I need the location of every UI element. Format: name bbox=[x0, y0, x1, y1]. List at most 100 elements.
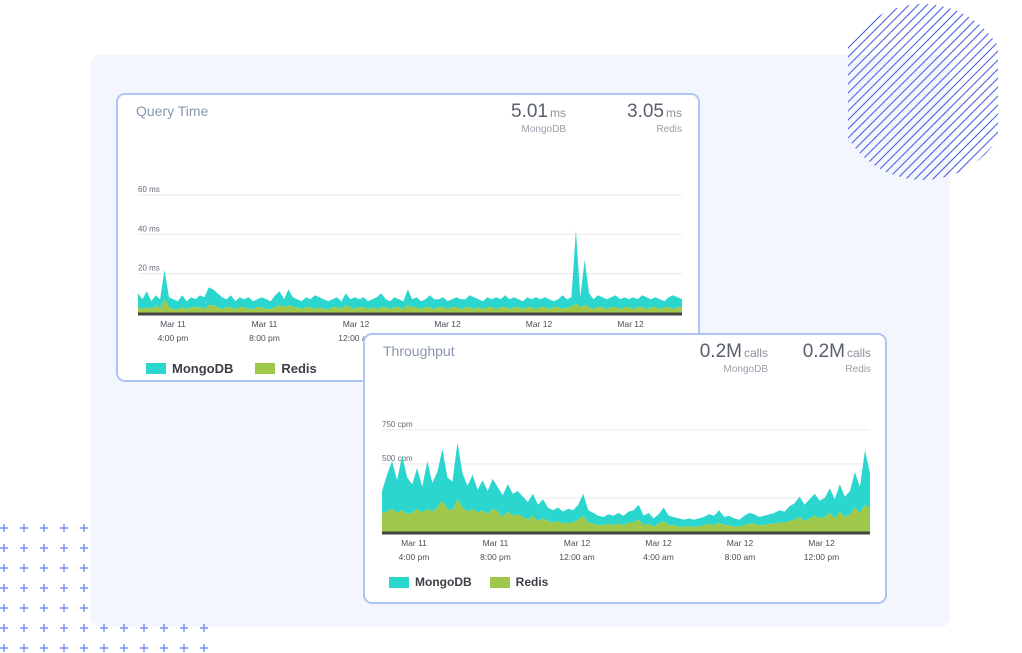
legend-label: MongoDB bbox=[415, 575, 472, 589]
plus-mark bbox=[40, 564, 48, 572]
card-title: Query Time bbox=[136, 103, 209, 119]
hatch-line bbox=[881, 4, 998, 180]
legend-swatch-mongodb bbox=[389, 576, 409, 588]
plus-mark bbox=[40, 624, 48, 632]
plus-mark bbox=[40, 544, 48, 552]
plus-mark bbox=[80, 584, 88, 592]
plus-mark bbox=[20, 564, 28, 572]
metric-unit: ms bbox=[550, 106, 566, 120]
plus-mark bbox=[80, 624, 88, 632]
plus-mark bbox=[80, 644, 88, 652]
plus-mark bbox=[60, 524, 68, 532]
hatch-line bbox=[848, 4, 996, 180]
plus-mark bbox=[0, 604, 8, 612]
plus-mark bbox=[20, 584, 28, 592]
svg-text:8:00 am: 8:00 am bbox=[725, 552, 756, 562]
legend-item-redis[interactable]: Redis bbox=[489, 575, 548, 589]
svg-text:Mar 12: Mar 12 bbox=[526, 319, 553, 329]
hatch-line bbox=[899, 4, 998, 180]
plus-mark bbox=[60, 584, 68, 592]
svg-text:Mar 12: Mar 12 bbox=[564, 538, 591, 548]
metric-unit: ms bbox=[666, 106, 682, 120]
plus-mark bbox=[80, 544, 88, 552]
metric-value: 0.2M bbox=[699, 341, 742, 362]
x-tick-label: Mar 12 8:00 am bbox=[725, 538, 756, 562]
svg-text:Mar 12: Mar 12 bbox=[727, 538, 754, 548]
series-area-mongodb bbox=[382, 442, 870, 527]
svg-text:Mar 12: Mar 12 bbox=[343, 319, 370, 329]
hatch-line bbox=[848, 4, 998, 180]
svg-text:Mar 11: Mar 11 bbox=[252, 319, 278, 329]
plus-mark bbox=[140, 624, 148, 632]
plus-mark bbox=[120, 644, 128, 652]
plus-mark bbox=[20, 644, 28, 652]
card-title: Throughput bbox=[383, 343, 455, 359]
y-tick-label: 40 ms bbox=[138, 224, 160, 233]
hatch-line bbox=[863, 4, 998, 180]
hatch-line bbox=[848, 4, 915, 180]
plus-mark bbox=[160, 624, 168, 632]
chart-legend: MongoDB Redis bbox=[146, 361, 339, 376]
svg-text:12:00 pm: 12:00 pm bbox=[804, 552, 839, 562]
hatch-line bbox=[848, 4, 978, 180]
hatch-line bbox=[935, 4, 998, 180]
x-tick-label: Mar 11 8:00 pm bbox=[480, 538, 511, 562]
legend-swatch-redis bbox=[255, 363, 276, 374]
hatch-line bbox=[953, 4, 998, 180]
plus-mark bbox=[180, 624, 188, 632]
svg-text:Mar 12: Mar 12 bbox=[808, 538, 835, 548]
plus-mark bbox=[80, 604, 88, 612]
x-tick-label: Mar 12 12:00 am bbox=[559, 538, 594, 562]
plus-mark bbox=[40, 644, 48, 652]
plus-mark bbox=[0, 524, 8, 532]
metric-label: MongoDB bbox=[521, 124, 566, 135]
hatch-line bbox=[848, 4, 933, 180]
hatch-line bbox=[926, 4, 998, 180]
plus-mark bbox=[0, 544, 8, 552]
series-area-redis bbox=[382, 499, 870, 532]
hatch-line bbox=[848, 4, 951, 180]
legend-item-redis[interactable]: Redis bbox=[255, 361, 317, 376]
y-tick-label: 20 ms bbox=[138, 264, 160, 273]
plus-mark bbox=[20, 524, 28, 532]
hatch-line bbox=[917, 4, 998, 180]
metric-unit: calls bbox=[743, 346, 768, 360]
hatch-decoration bbox=[848, 4, 998, 180]
svg-text:Mar 11: Mar 11 bbox=[401, 538, 427, 548]
svg-text:Mar 11: Mar 11 bbox=[483, 538, 509, 548]
hatch-line bbox=[848, 4, 942, 180]
query-time-chart: 20 ms 40 ms 60 ms Mar 11 4:00 pm Mar 11 8:00 p… bbox=[138, 185, 682, 343]
hatch-line bbox=[872, 4, 998, 180]
svg-text:12:00 am: 12:00 am bbox=[559, 552, 594, 562]
legend-swatch-redis bbox=[489, 576, 510, 588]
metric-unit: calls bbox=[846, 346, 871, 360]
plus-mark bbox=[60, 564, 68, 572]
plus-mark bbox=[60, 604, 68, 612]
plus-mark bbox=[40, 524, 48, 532]
svg-text:Mar 11: Mar 11 bbox=[160, 319, 186, 329]
plus-mark bbox=[100, 624, 108, 632]
x-tick-label: Mar 12 12:00 am bbox=[338, 319, 373, 343]
plus-mark bbox=[20, 624, 28, 632]
metric-label: Redis bbox=[845, 364, 871, 375]
plus-mark bbox=[20, 544, 28, 552]
metric-mongodb: 0.2M calls MongoDB bbox=[700, 341, 768, 375]
plus-mark bbox=[80, 564, 88, 572]
plus-mark bbox=[40, 584, 48, 592]
plus-mark bbox=[200, 644, 208, 652]
y-tick-label: 60 ms bbox=[138, 185, 160, 194]
plus-mark bbox=[100, 644, 108, 652]
plus-mark bbox=[0, 584, 8, 592]
hatch-line bbox=[944, 4, 998, 180]
hatch-line bbox=[848, 4, 960, 180]
legend-swatch-mongodb bbox=[146, 363, 166, 374]
plus-mark bbox=[60, 624, 68, 632]
legend-item-mongodb[interactable]: MongoDB bbox=[389, 575, 472, 589]
legend-item-mongodb[interactable]: MongoDB bbox=[146, 361, 233, 376]
plus-mark bbox=[0, 644, 8, 652]
plus-mark bbox=[120, 624, 128, 632]
legend-label: MongoDB bbox=[172, 361, 234, 376]
x-tick-label: Mar 11 8:00 pm bbox=[249, 319, 280, 343]
svg-text:Mar 12: Mar 12 bbox=[434, 319, 461, 329]
